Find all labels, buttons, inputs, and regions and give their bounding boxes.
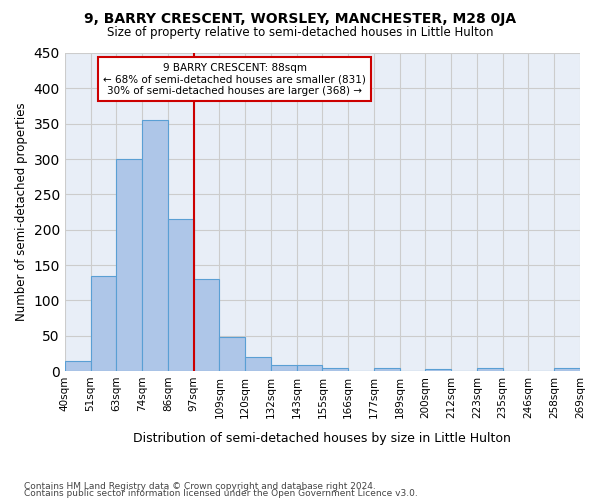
Bar	[296, 366, 322, 371]
Bar	[194, 279, 220, 371]
Bar	[271, 366, 296, 371]
Bar	[116, 159, 142, 371]
Bar	[245, 357, 271, 371]
Bar	[168, 219, 194, 371]
Text: 9 BARRY CRESCENT: 88sqm
← 68% of semi-detached houses are smaller (831)
30% of s: 9 BARRY CRESCENT: 88sqm ← 68% of semi-de…	[103, 62, 366, 96]
Bar	[477, 368, 503, 371]
Bar	[374, 368, 400, 371]
Text: Contains HM Land Registry data © Crown copyright and database right 2024.: Contains HM Land Registry data © Crown c…	[24, 482, 376, 491]
Text: Contains public sector information licensed under the Open Government Licence v3: Contains public sector information licen…	[24, 488, 418, 498]
Bar	[142, 120, 168, 371]
Bar	[220, 337, 245, 371]
Text: Size of property relative to semi-detached houses in Little Hulton: Size of property relative to semi-detach…	[107, 26, 493, 39]
Bar	[554, 368, 580, 371]
Y-axis label: Number of semi-detached properties: Number of semi-detached properties	[15, 103, 28, 322]
Bar	[425, 369, 451, 371]
Bar	[91, 276, 116, 371]
Bar	[322, 368, 348, 371]
Bar	[65, 360, 91, 371]
X-axis label: Distribution of semi-detached houses by size in Little Hulton: Distribution of semi-detached houses by …	[133, 432, 511, 445]
Text: 9, BARRY CRESCENT, WORSLEY, MANCHESTER, M28 0JA: 9, BARRY CRESCENT, WORSLEY, MANCHESTER, …	[84, 12, 516, 26]
